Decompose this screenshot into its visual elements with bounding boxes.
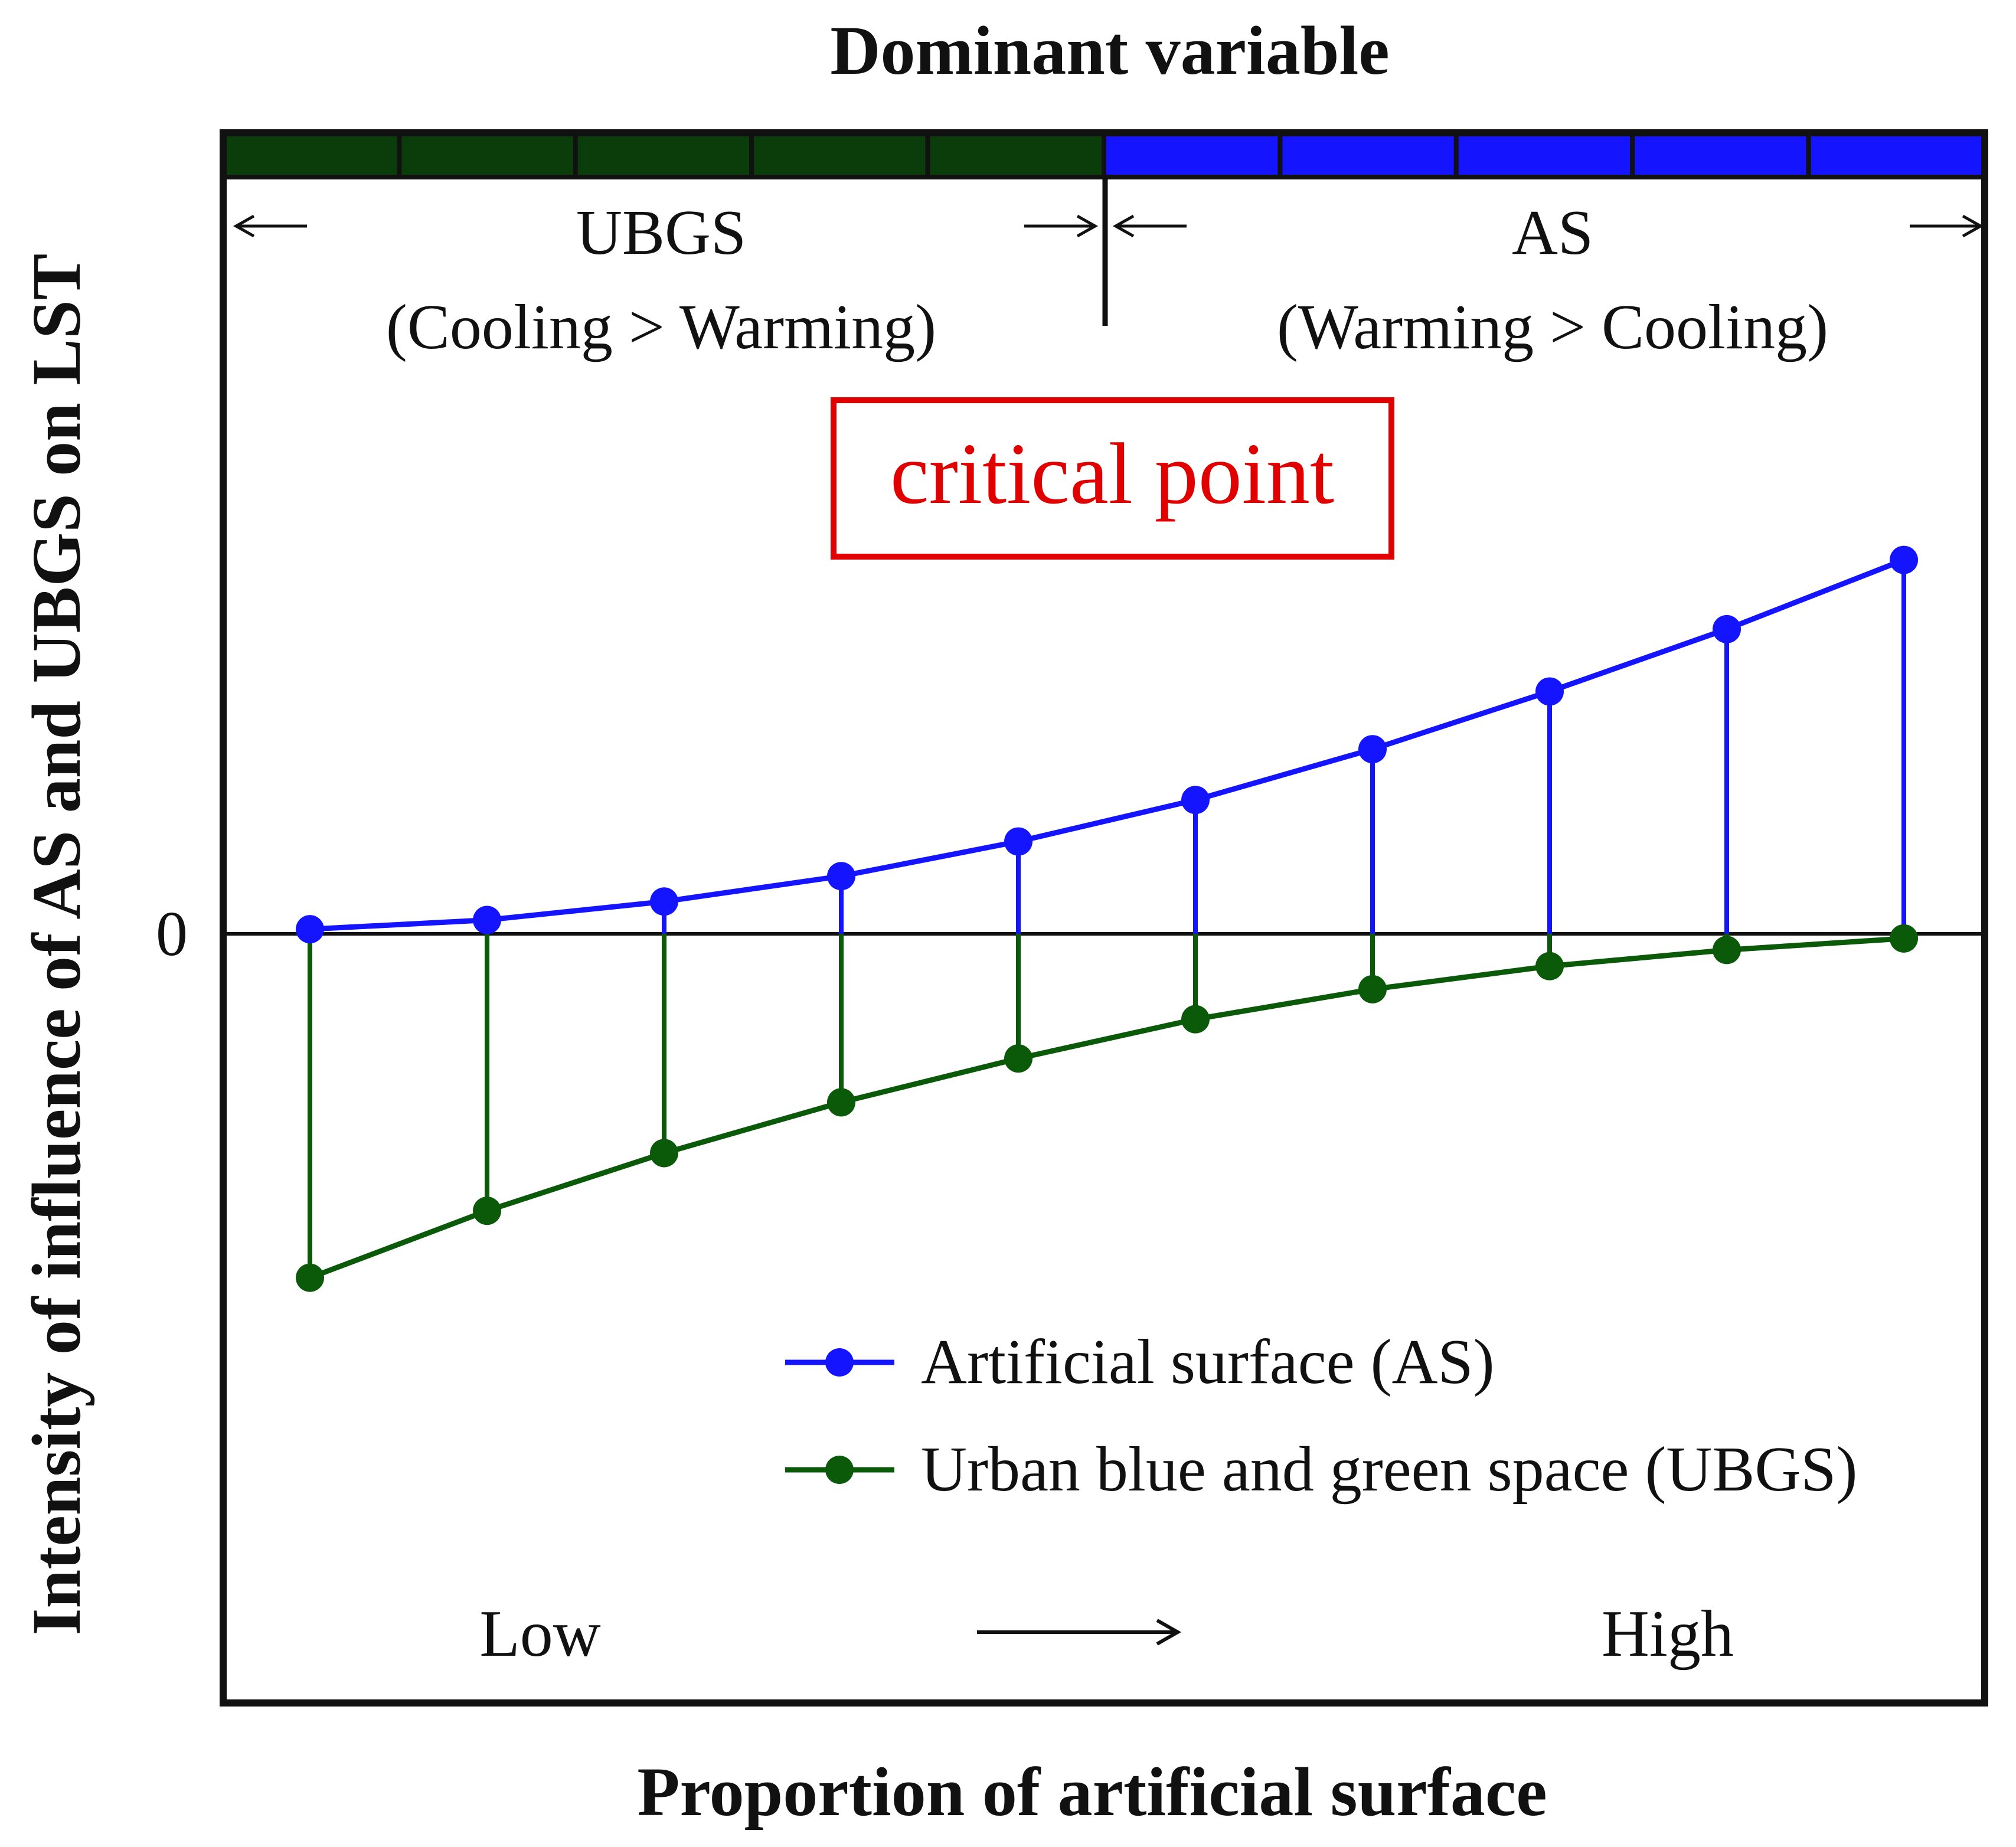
critical-point-label: critical point bbox=[890, 426, 1334, 522]
ubgs-point-9 bbox=[1713, 936, 1741, 965]
as-point-9 bbox=[1713, 614, 1741, 643]
as-point-6 bbox=[1181, 786, 1210, 815]
as-point-3 bbox=[650, 887, 678, 916]
region-arrows bbox=[233, 214, 1984, 238]
ubgs-point-4 bbox=[827, 1088, 855, 1117]
legend-as-marker bbox=[825, 1348, 854, 1377]
dominant-bar-segment-6 bbox=[1102, 130, 1283, 179]
dominant-bar-segment-2 bbox=[397, 130, 578, 179]
critical-point-box bbox=[831, 397, 1394, 560]
series-lines-layer bbox=[309, 557, 1905, 1280]
dominant-bar-segment-5 bbox=[925, 130, 1106, 179]
region-ubgs-description: (Cooling > Warming) bbox=[386, 292, 936, 362]
ubgs-point-7 bbox=[1358, 975, 1387, 1003]
dominant-bar-segment-1 bbox=[221, 130, 402, 179]
ubgs-point-10 bbox=[1890, 924, 1918, 953]
legend-ubgs-label: Urban blue and green space (UBGS) bbox=[921, 1434, 1857, 1505]
plot-frame bbox=[220, 129, 1988, 1707]
ubgs-point-2 bbox=[473, 1197, 501, 1225]
as-point-10 bbox=[1890, 545, 1918, 574]
as-series-line bbox=[309, 557, 1905, 932]
as-point-5 bbox=[1004, 827, 1032, 856]
x-axis-label: Proportion of artificial surface bbox=[637, 1753, 1547, 1830]
y-zero-tick-label: 0 bbox=[156, 899, 188, 969]
chart-title: Dominant variable bbox=[830, 12, 1389, 89]
dominant-variable-bar bbox=[221, 130, 1988, 179]
ubgs-point-1 bbox=[296, 1263, 324, 1292]
low-to-high-arrow bbox=[977, 1619, 1182, 1646]
region-as-description: (Warming > Cooling) bbox=[1277, 292, 1828, 362]
dominant-bar-segment-9 bbox=[1630, 130, 1811, 179]
ubgs-point-5 bbox=[1004, 1044, 1032, 1073]
dominant-bar-segment-7 bbox=[1277, 130, 1459, 179]
as-point-7 bbox=[1358, 735, 1387, 764]
ubgs-point-3 bbox=[650, 1139, 678, 1168]
ubgs-series-line bbox=[309, 936, 1904, 1280]
ubgs-point-6 bbox=[1181, 1005, 1210, 1034]
x-high-label: High bbox=[1602, 1597, 1734, 1671]
as-point-8 bbox=[1535, 677, 1564, 706]
legend-as-label: Artificial surface (AS) bbox=[921, 1327, 1495, 1397]
ubgs-point-8 bbox=[1535, 952, 1564, 980]
legend: Artificial surface (AS) Urban blue and g… bbox=[785, 1327, 1857, 1505]
x-low-label: Low bbox=[479, 1597, 600, 1671]
dominant-bar-segment-10 bbox=[1806, 130, 1988, 179]
as-point-4 bbox=[827, 862, 855, 891]
as-point-1 bbox=[296, 915, 324, 944]
region-ubgs-name: UBGS bbox=[576, 198, 746, 268]
as-point-2 bbox=[473, 905, 501, 934]
stems-layer bbox=[308, 560, 1906, 1278]
dominant-bar-segment-8 bbox=[1453, 130, 1635, 179]
y-axis-label: Intensity of influence of AS and UBGS on… bbox=[18, 254, 95, 1636]
dominant-bar-segment-3 bbox=[573, 130, 754, 179]
legend-ubgs-marker bbox=[825, 1456, 854, 1484]
dominant-bar-segment-4 bbox=[749, 130, 930, 179]
markers-layer bbox=[296, 545, 1918, 1292]
region-as-name: AS bbox=[1512, 198, 1593, 268]
